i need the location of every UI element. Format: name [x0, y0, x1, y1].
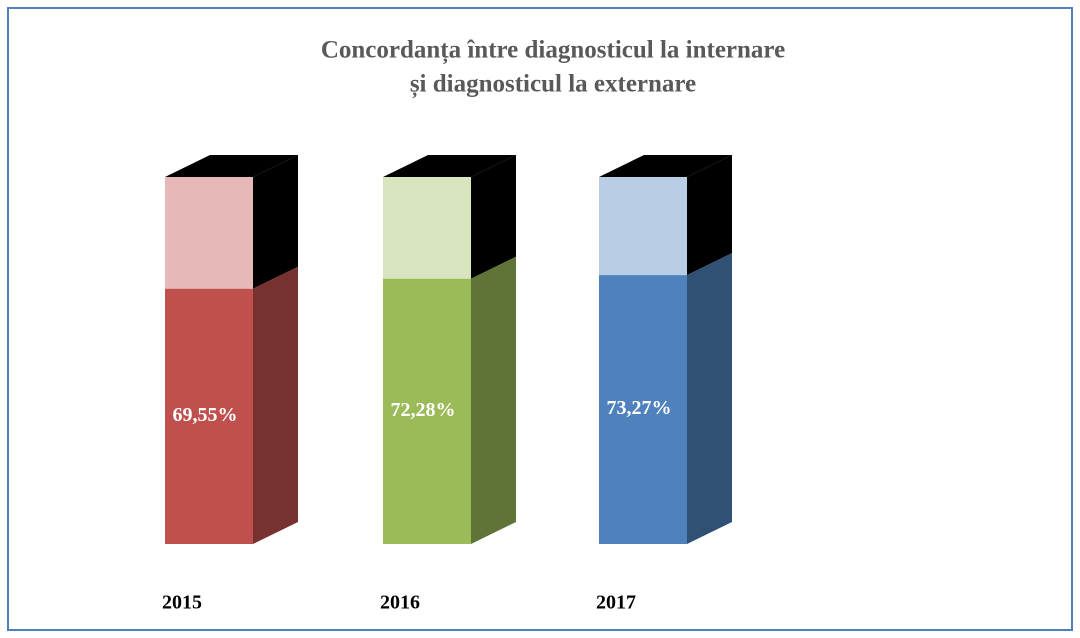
- bar-top: [383, 155, 516, 177]
- data-label: 73,27%: [607, 397, 672, 419]
- bar: [599, 275, 687, 544]
- bar-remainder: [383, 177, 471, 279]
- x-tick-label: 2016: [380, 592, 420, 614]
- x-tick-label: 2017: [596, 592, 636, 614]
- chart-title: Concordanța între diagnosticul la intern…: [321, 37, 785, 65]
- bar-remainder-side: [687, 155, 732, 276]
- bar-remainder-side: [471, 155, 516, 279]
- bar-side: [471, 256, 516, 544]
- bar-top: [599, 155, 732, 177]
- bar: [165, 288, 253, 544]
- bar-side: [687, 253, 732, 544]
- data-label: 69,55%: [173, 404, 238, 426]
- chart-title: și diagnosticul la externare: [410, 71, 696, 99]
- bar-remainder: [599, 177, 687, 276]
- x-tick-label: 2015: [162, 592, 202, 614]
- data-label: 72,28%: [391, 399, 456, 421]
- bar: [383, 278, 471, 544]
- bar-side: [253, 266, 298, 544]
- bar-top: [165, 155, 298, 177]
- bar-remainder: [165, 177, 253, 289]
- bar-remainder-side: [253, 155, 298, 289]
